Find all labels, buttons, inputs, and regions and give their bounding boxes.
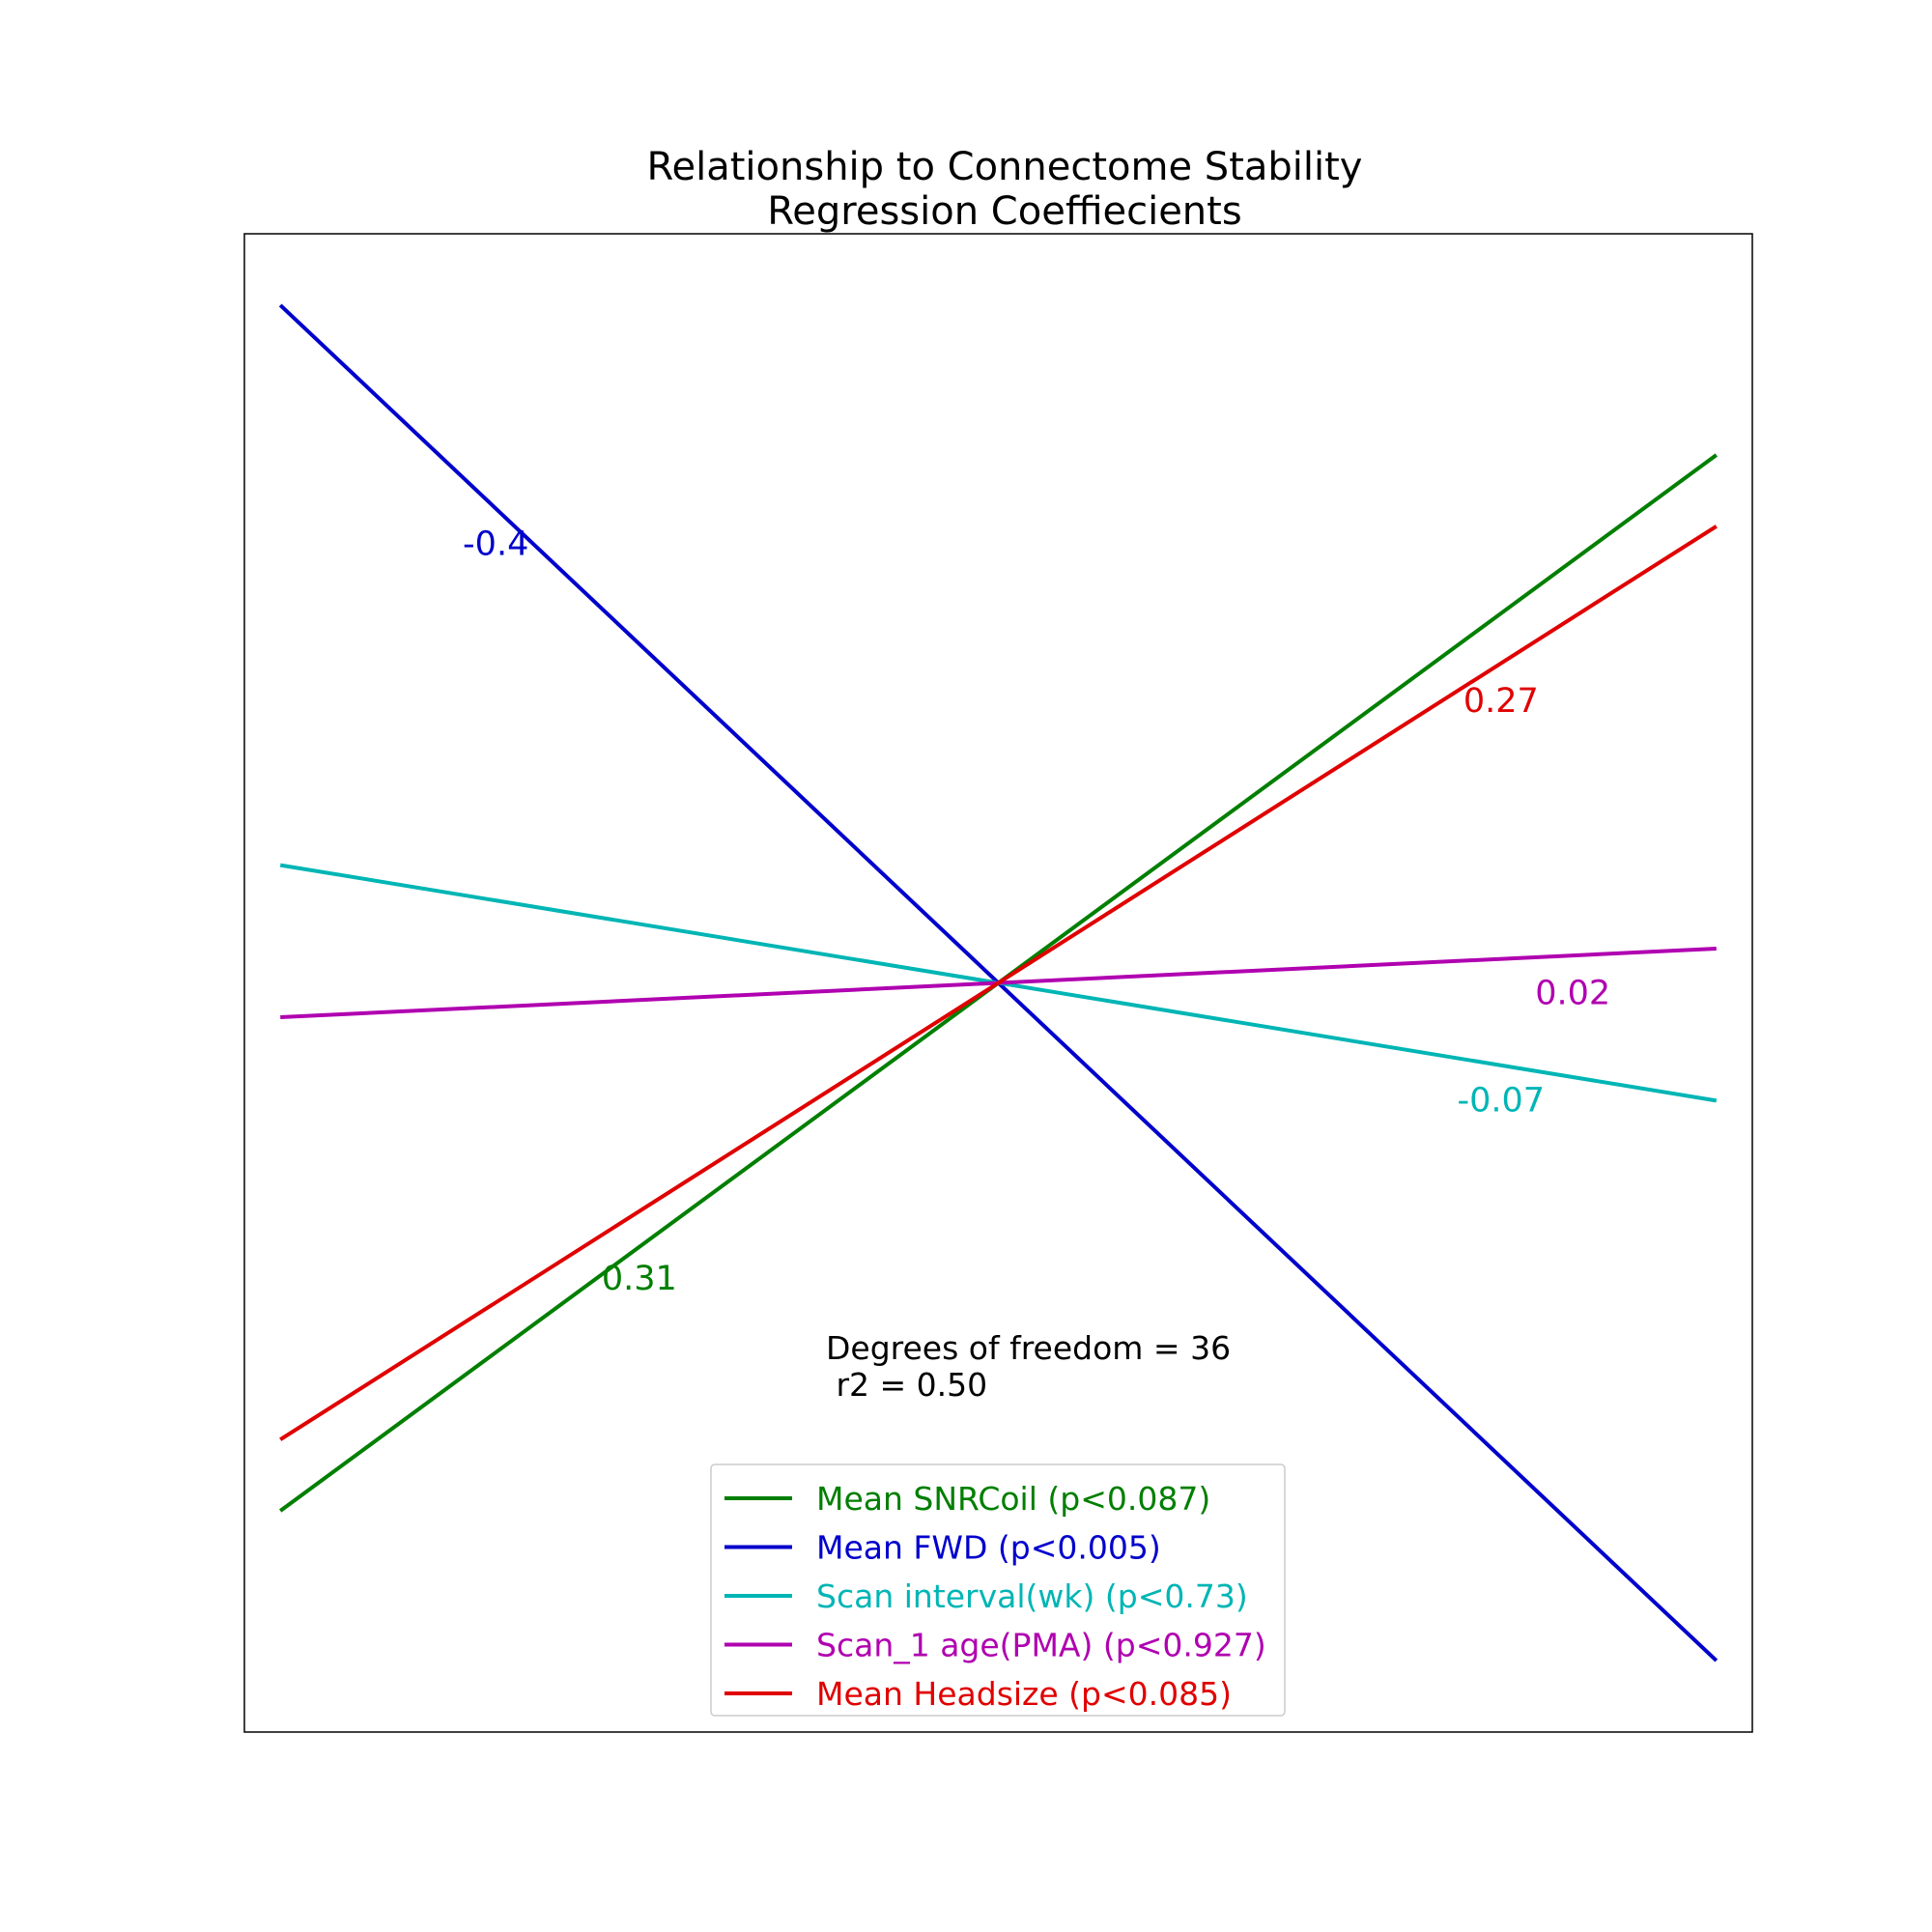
legend: Mean SNRCoil (p<0.087) Mean FWD (p<0.005)…	[710, 1463, 1286, 1717]
coefficient-label-scan-interval-wk: -0.07	[1458, 1081, 1546, 1120]
legend-label-mean-headsize: Mean Headsize (p<0.085)	[816, 1675, 1232, 1713]
coefficient-label-mean-fwd: -0.4	[463, 525, 528, 563]
legend-label-scan-interval-wk: Scan interval(wk) (p<0.73)	[816, 1577, 1248, 1615]
legend-label-mean-snrcoil: Mean SNRCoil (p<0.087)	[816, 1480, 1210, 1518]
legend-items: Mean SNRCoil (p<0.087) Mean FWD (p<0.005)…	[724, 1480, 1266, 1713]
chart-title-line-1: Relationship to Connectome Stability	[647, 145, 1363, 189]
series-lines	[278, 303, 1719, 1662]
coefficient-label-mean-headsize: 0.27	[1463, 682, 1539, 721]
series-labels: 0.31 -0.4 -0.07 0.02 0.27	[463, 525, 1610, 1298]
legend-label-scan-1-age-pma: Scan_1 age(PMA) (p<0.927)	[816, 1627, 1266, 1664]
r2-annotation: r2 = 0.50	[826, 1366, 987, 1404]
degrees-of-freedom-annotation: Degrees of freedom = 36	[826, 1329, 1231, 1367]
series-line-mean-headsize	[279, 525, 1718, 1441]
legend-label-mean-fwd: Mean FWD (p<0.005)	[816, 1529, 1161, 1567]
legend-box	[710, 1463, 1286, 1717]
coefficient-label-scan-1-age-pma: 0.02	[1535, 975, 1610, 1013]
coefficient-label-mean-snrcoil: 0.31	[602, 1260, 677, 1298]
plot-area-frame	[243, 233, 1753, 1733]
chart-title-line-2: Regression Coeffiecients	[767, 189, 1241, 234]
